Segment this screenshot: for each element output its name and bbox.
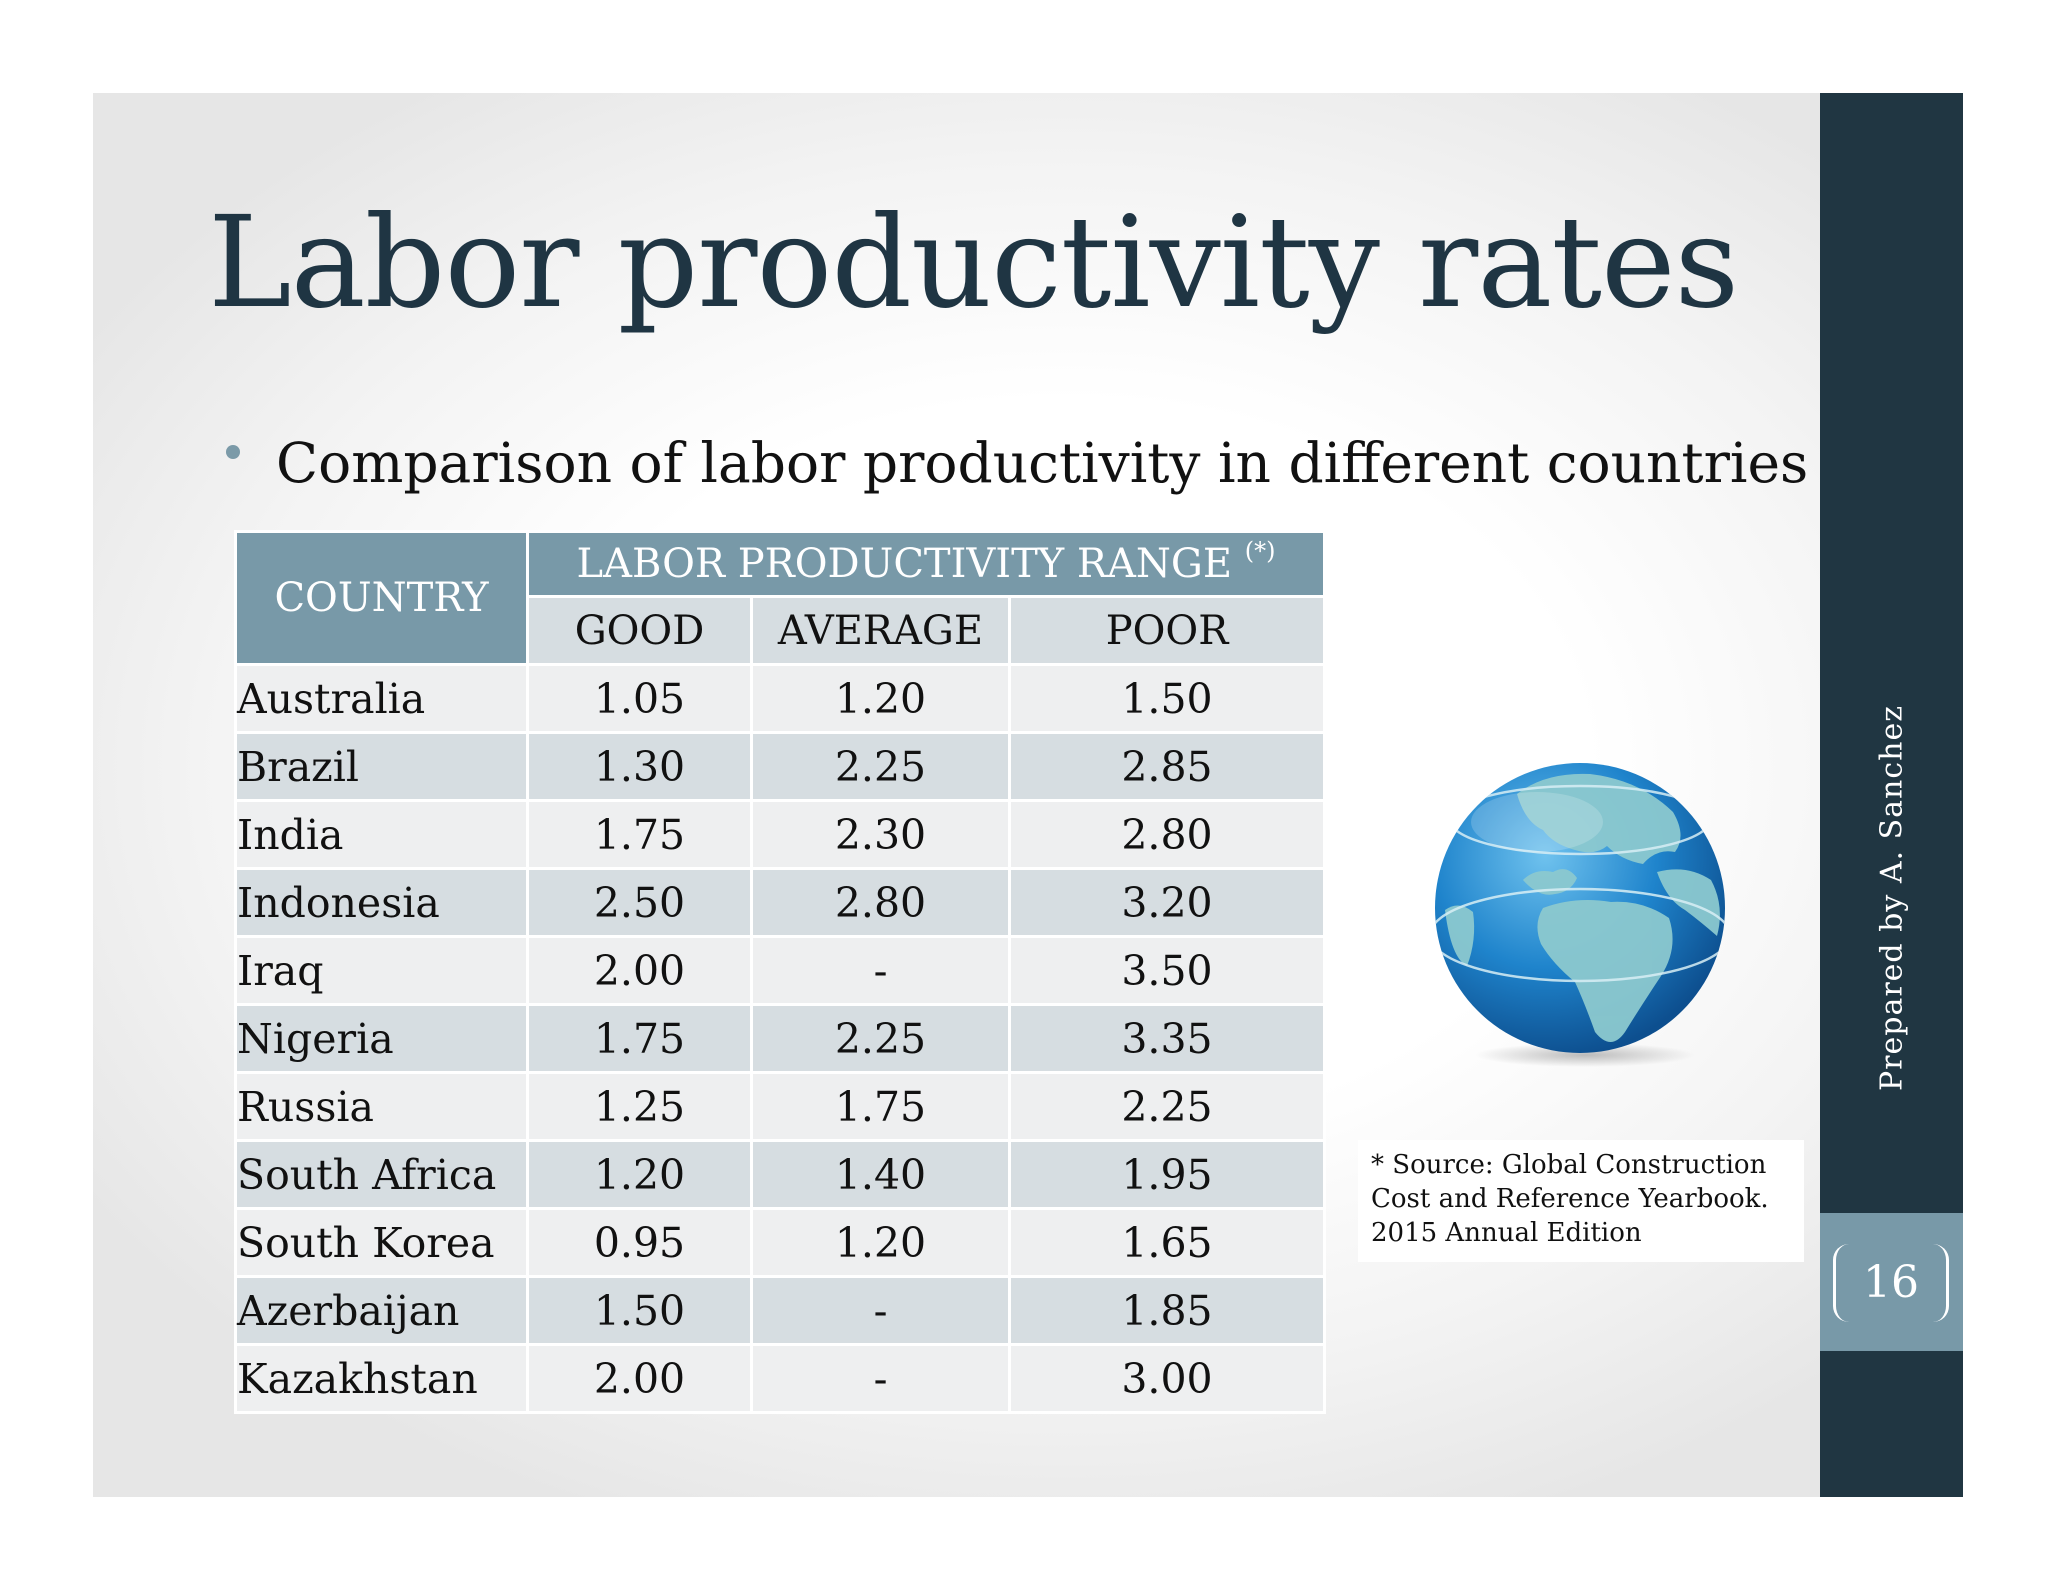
table-row: Azerbaijan 1.50 - 1.85 bbox=[234, 1275, 1326, 1346]
productivity-table: COUNTRY LABOR PRODUCTIVITY RANGE (*) GOO… bbox=[234, 530, 1326, 1414]
country-cell: Azerbaijan bbox=[234, 1275, 529, 1346]
good-cell: 1.75 bbox=[526, 799, 753, 870]
country-cell: South Africa bbox=[234, 1139, 529, 1210]
poor-cell: 1.85 bbox=[1008, 1275, 1326, 1346]
table-row: Indonesia 2.50 2.80 3.20 bbox=[234, 867, 1326, 938]
good-cell: 2.50 bbox=[526, 867, 753, 938]
table-row: Brazil 1.30 2.25 2.85 bbox=[234, 731, 1326, 802]
average-cell: 1.20 bbox=[750, 663, 1011, 734]
table-row: Kazakhstan 2.00 - 3.00 bbox=[234, 1343, 1326, 1414]
good-cell: 1.20 bbox=[526, 1139, 753, 1210]
table-row: Nigeria 1.75 2.25 3.35 bbox=[234, 1003, 1326, 1074]
table-row: Iraq 2.00 - 3.50 bbox=[234, 935, 1326, 1006]
source-line: * Source: Global Construction bbox=[1371, 1150, 1767, 1180]
country-cell: Kazakhstan bbox=[234, 1343, 529, 1414]
good-cell: 1.30 bbox=[526, 731, 753, 802]
average-cell: 1.40 bbox=[750, 1139, 1011, 1210]
page-number: 16 bbox=[1863, 1257, 1919, 1308]
good-cell: 1.75 bbox=[526, 1003, 753, 1074]
good-cell: 1.50 bbox=[526, 1275, 753, 1346]
poor-cell: 1.65 bbox=[1008, 1207, 1326, 1278]
average-cell: 2.80 bbox=[750, 867, 1011, 938]
poor-cell: 2.85 bbox=[1008, 731, 1326, 802]
good-cell: 2.00 bbox=[526, 935, 753, 1006]
column-header-good: GOOD bbox=[526, 595, 753, 666]
poor-cell: 3.00 bbox=[1008, 1343, 1326, 1414]
table-row: South Africa 1.20 1.40 1.95 bbox=[234, 1139, 1326, 1210]
average-cell: 2.25 bbox=[750, 1003, 1011, 1074]
average-cell: 2.30 bbox=[750, 799, 1011, 870]
poor-cell: 3.20 bbox=[1008, 867, 1326, 938]
column-header-average: AVERAGE bbox=[750, 595, 1011, 666]
table-row: South Korea 0.95 1.20 1.65 bbox=[234, 1207, 1326, 1278]
bullet-marker bbox=[226, 445, 240, 459]
average-cell: - bbox=[750, 935, 1011, 1006]
average-cell: - bbox=[750, 1343, 1011, 1414]
average-cell: 1.75 bbox=[750, 1071, 1011, 1142]
poor-cell: 3.35 bbox=[1008, 1003, 1326, 1074]
good-cell: 2.00 bbox=[526, 1343, 753, 1414]
author-label: Prepared by A. Sanchez bbox=[1874, 704, 1910, 1092]
source-note: * Source: Global Construction Cost and R… bbox=[1358, 1140, 1804, 1262]
poor-cell: 2.25 bbox=[1008, 1071, 1326, 1142]
country-cell: Brazil bbox=[234, 731, 529, 802]
table-row: India 1.75 2.30 2.80 bbox=[234, 799, 1326, 870]
bullet-text: Comparison of labor productivity in diff… bbox=[276, 431, 1809, 495]
good-cell: 0.95 bbox=[526, 1207, 753, 1278]
good-cell: 1.05 bbox=[526, 663, 753, 734]
source-line: Cost and Reference Yearbook. bbox=[1371, 1184, 1769, 1214]
range-footnote-marker: (*) bbox=[1244, 537, 1276, 565]
poor-cell: 3.50 bbox=[1008, 935, 1326, 1006]
average-cell: 1.20 bbox=[750, 1207, 1011, 1278]
slide-title: Labor productivity rates bbox=[208, 189, 1739, 336]
average-cell: - bbox=[750, 1275, 1011, 1346]
range-header: LABOR PRODUCTIVITY RANGE (*) bbox=[526, 530, 1326, 598]
country-cell: Nigeria bbox=[234, 1003, 529, 1074]
range-header-label: LABOR PRODUCTIVITY RANGE bbox=[576, 541, 1233, 587]
country-cell: India bbox=[234, 799, 529, 870]
poor-cell: 1.95 bbox=[1008, 1139, 1326, 1210]
table-row: Australia 1.05 1.20 1.50 bbox=[234, 663, 1326, 734]
country-cell: Indonesia bbox=[234, 867, 529, 938]
column-header-poor: POOR bbox=[1008, 595, 1326, 666]
table-row: Russia 1.25 1.75 2.25 bbox=[234, 1071, 1326, 1142]
country-cell: Australia bbox=[234, 663, 529, 734]
country-cell: South Korea bbox=[234, 1207, 529, 1278]
page-number-panel bbox=[1820, 1213, 1963, 1351]
country-header: COUNTRY bbox=[234, 530, 529, 666]
average-cell: 2.25 bbox=[750, 731, 1011, 802]
source-line: 2015 Annual Edition bbox=[1371, 1218, 1642, 1248]
globe-icon bbox=[1435, 763, 1725, 1067]
country-cell: Iraq bbox=[234, 935, 529, 1006]
page-number-bracket bbox=[1833, 1244, 1949, 1322]
country-cell: Russia bbox=[234, 1071, 529, 1142]
good-cell: 1.25 bbox=[526, 1071, 753, 1142]
poor-cell: 2.80 bbox=[1008, 799, 1326, 870]
poor-cell: 1.50 bbox=[1008, 663, 1326, 734]
